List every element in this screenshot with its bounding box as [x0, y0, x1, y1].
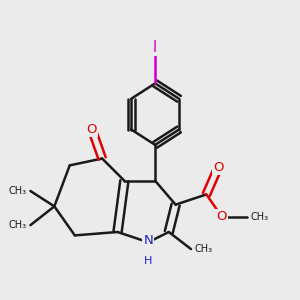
Text: CH₃: CH₃ [9, 220, 27, 230]
Text: CH₃: CH₃ [9, 186, 27, 196]
Text: I: I [153, 40, 157, 55]
Text: N: N [143, 234, 153, 247]
Text: H: H [144, 256, 152, 266]
Text: O: O [87, 123, 97, 136]
Text: CH₃: CH₃ [194, 244, 212, 254]
Text: O: O [213, 160, 224, 174]
Text: CH₃: CH₃ [251, 212, 269, 222]
Text: O: O [217, 210, 227, 223]
